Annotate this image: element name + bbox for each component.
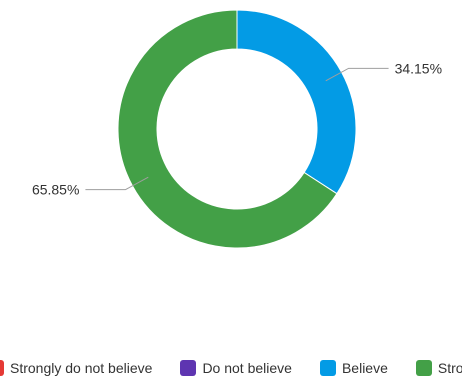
leader-line-believe <box>325 67 389 82</box>
slices-layer <box>117 9 357 249</box>
legend-item-strongly-do-not-believe[interactable]: Strongly do not believe <box>0 360 152 376</box>
slice-label-strongly-believe: 65.85% <box>32 182 79 198</box>
leader-line-strongly-believe <box>85 176 149 191</box>
legend-label-do-not-believe: Do not believe <box>202 360 292 376</box>
slice-believe[interactable] <box>236 9 357 195</box>
legend-label-strongly-believe: Strongly believe <box>437 360 462 376</box>
legend-label-believe: Believe <box>341 360 388 376</box>
legend-swatch-strongly-believe <box>415 360 432 376</box>
legend-item-do-not-believe[interactable]: Do not believe <box>180 360 292 376</box>
labels-layer: 34.15% 65.85% <box>32 60 442 197</box>
donut-chart-svg: 34.15% 65.85% <box>32 9 442 249</box>
slice-strongly-believe[interactable] <box>117 9 338 249</box>
slice-label-believe: 34.15% <box>395 60 442 76</box>
legend-swatch-do-not-believe <box>180 360 197 376</box>
legend-item-believe[interactable]: Believe <box>319 360 388 376</box>
legend-item-strongly-believe[interactable]: Strongly believe <box>415 360 462 376</box>
legend-swatch-strongly-do-not-believe <box>0 360 4 376</box>
legend-label-strongly-do-not-believe: Strongly do not believe <box>10 360 153 376</box>
chart-legend: Strongly do not believe Do not believe B… <box>0 358 462 377</box>
legend-swatch-believe <box>319 360 336 376</box>
